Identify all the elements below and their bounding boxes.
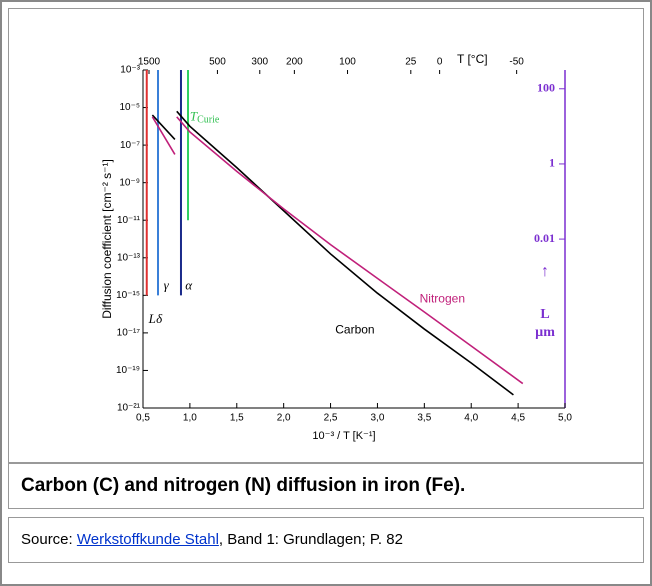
y2-tick-label: 0.01	[534, 231, 555, 245]
x-tick-label: 3,5	[417, 413, 431, 424]
top-tick-label: 500	[209, 57, 226, 68]
top-tick-label: -50	[509, 57, 524, 68]
annotation-text: Nitrogen	[420, 292, 465, 306]
source-prefix: Source:	[21, 531, 77, 548]
annotation-text: γ	[164, 277, 170, 292]
annotation: Nitrogen	[420, 292, 465, 306]
y2-arrow: ↑	[541, 263, 549, 280]
x-tick-label: 2,5	[324, 413, 338, 424]
x-tick-label: 4,5	[511, 413, 525, 424]
top-axis-label: T [°C]	[457, 52, 488, 66]
top-tick-label: 0	[437, 57, 443, 68]
x-tick-label: 2,0	[277, 413, 291, 424]
annotation-sub: Curie	[197, 115, 220, 126]
y-tick-label: 10⁻⁵	[119, 102, 140, 113]
top-tick-label: 200	[286, 57, 303, 68]
y2-unit: µm	[535, 325, 555, 340]
x-axis-label: 10⁻³ / T [K⁻¹]	[312, 430, 375, 442]
y2-tick-label: 1	[549, 156, 555, 170]
top-tick-label: 300	[251, 57, 268, 68]
y-tick-label: 10⁻¹⁵	[116, 290, 140, 301]
y2-label: L	[540, 307, 549, 322]
annotation-text: Carbon	[335, 323, 374, 337]
annotation: TCurie	[190, 108, 220, 125]
y-tick-label: 10⁻¹³	[117, 252, 141, 263]
x-tick-label: 3,0	[370, 413, 384, 424]
x-tick-label: 1,0	[183, 413, 197, 424]
chart-panel	[8, 8, 644, 463]
y-tick-label: 10⁻²¹	[117, 403, 141, 414]
x-tick-label: 4,0	[464, 413, 478, 424]
annotation: γ	[164, 277, 170, 292]
top-tick-label: 25	[405, 57, 417, 68]
source-rest: , Band 1: Grundlagen; P. 82	[218, 531, 403, 548]
top-tick-label: 1500	[138, 57, 161, 68]
y2-tick-label: 100	[537, 81, 555, 95]
x-tick-label: 0,5	[136, 413, 150, 424]
x-tick-label: 1,5	[230, 413, 244, 424]
y-tick-label: 10⁻¹⁷	[117, 328, 141, 339]
caption: Carbon (C) and nitrogen (N) diffusion in…	[8, 463, 644, 509]
annotation: δ	[156, 311, 163, 326]
x-tick-label: 5,0	[558, 413, 572, 424]
annotation-text: α	[185, 277, 193, 292]
annotation-text: T	[190, 108, 198, 123]
y-axis-label: Diffusion coefficient [cm⁻² s⁻¹]	[100, 159, 114, 319]
annotation: α	[185, 277, 193, 292]
annotation: L	[148, 311, 156, 326]
caption-text: Carbon (C) and nitrogen (N) diffusion in…	[21, 475, 466, 496]
y-tick-label: 10⁻¹¹	[117, 215, 141, 226]
y-tick-label: 10⁻⁹	[119, 177, 140, 188]
top-tick-label: 100	[339, 57, 356, 68]
annotation: Carbon	[335, 323, 374, 337]
source-link[interactable]: Werkstoffkunde Stahl	[76, 531, 219, 548]
y-tick-label: 10⁻⁷	[120, 140, 140, 151]
annotation-text: δ	[156, 311, 163, 326]
source: Source: Werkstoffkunde Stahl, Band 1: Gr…	[8, 517, 644, 563]
annotation-text: L	[148, 311, 156, 326]
y-tick-label: 10⁻¹⁹	[116, 365, 140, 376]
series-line	[151, 110, 514, 396]
series-line	[151, 116, 524, 385]
chart: 10⁻³ 10⁻⁵ 10⁻⁷ 10⁻⁹ 10⁻¹¹ 10⁻¹³ 10⁻¹⁵ 10⁻¹⁷ 10⁻¹…	[100, 52, 572, 442]
y-tick-label: 10⁻³	[120, 65, 140, 76]
